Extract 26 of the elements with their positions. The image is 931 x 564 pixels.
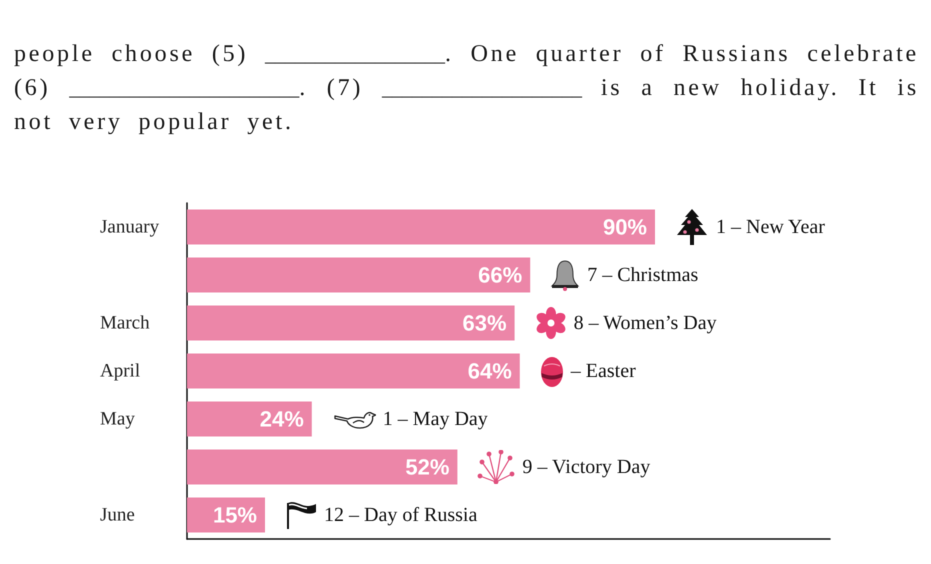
bar xyxy=(187,450,458,484)
data-label: 15% xyxy=(212,502,257,528)
bar xyxy=(187,354,520,388)
data-label: 64% xyxy=(468,358,512,384)
bar xyxy=(187,402,312,436)
y-tick-label: January xyxy=(100,216,160,238)
annotation: 1 – May Day xyxy=(382,407,488,431)
data-label: 24% xyxy=(260,406,304,432)
data-label: 63% xyxy=(462,310,507,336)
y-tick-label: May xyxy=(100,408,136,430)
annotation: 8 – Women’s Day xyxy=(574,311,717,335)
annotation: – Easter xyxy=(570,359,636,383)
bar xyxy=(187,258,530,292)
annotation: 7 – Christmas xyxy=(587,263,698,287)
text: 1 – New Year xyxy=(716,215,825,239)
text: people choose (5) __________________. One quarter of Russians celebrate (6) _______________________. (7) ____________________ is a new holiday. It is not very popular yet. xyxy=(14,41,919,135)
data-label: 52% xyxy=(405,454,450,480)
y-tick-label: April xyxy=(100,360,140,382)
y-tick-label: June xyxy=(100,504,135,526)
data-label: 66% xyxy=(478,262,522,288)
bar xyxy=(187,210,655,244)
y-tick-label: March xyxy=(100,312,150,334)
annotation: 9 – Victory Day xyxy=(522,455,650,479)
data-label: 90% xyxy=(602,214,647,240)
bar xyxy=(187,306,515,340)
annotation: 12 – Day of Russia xyxy=(324,503,478,527)
